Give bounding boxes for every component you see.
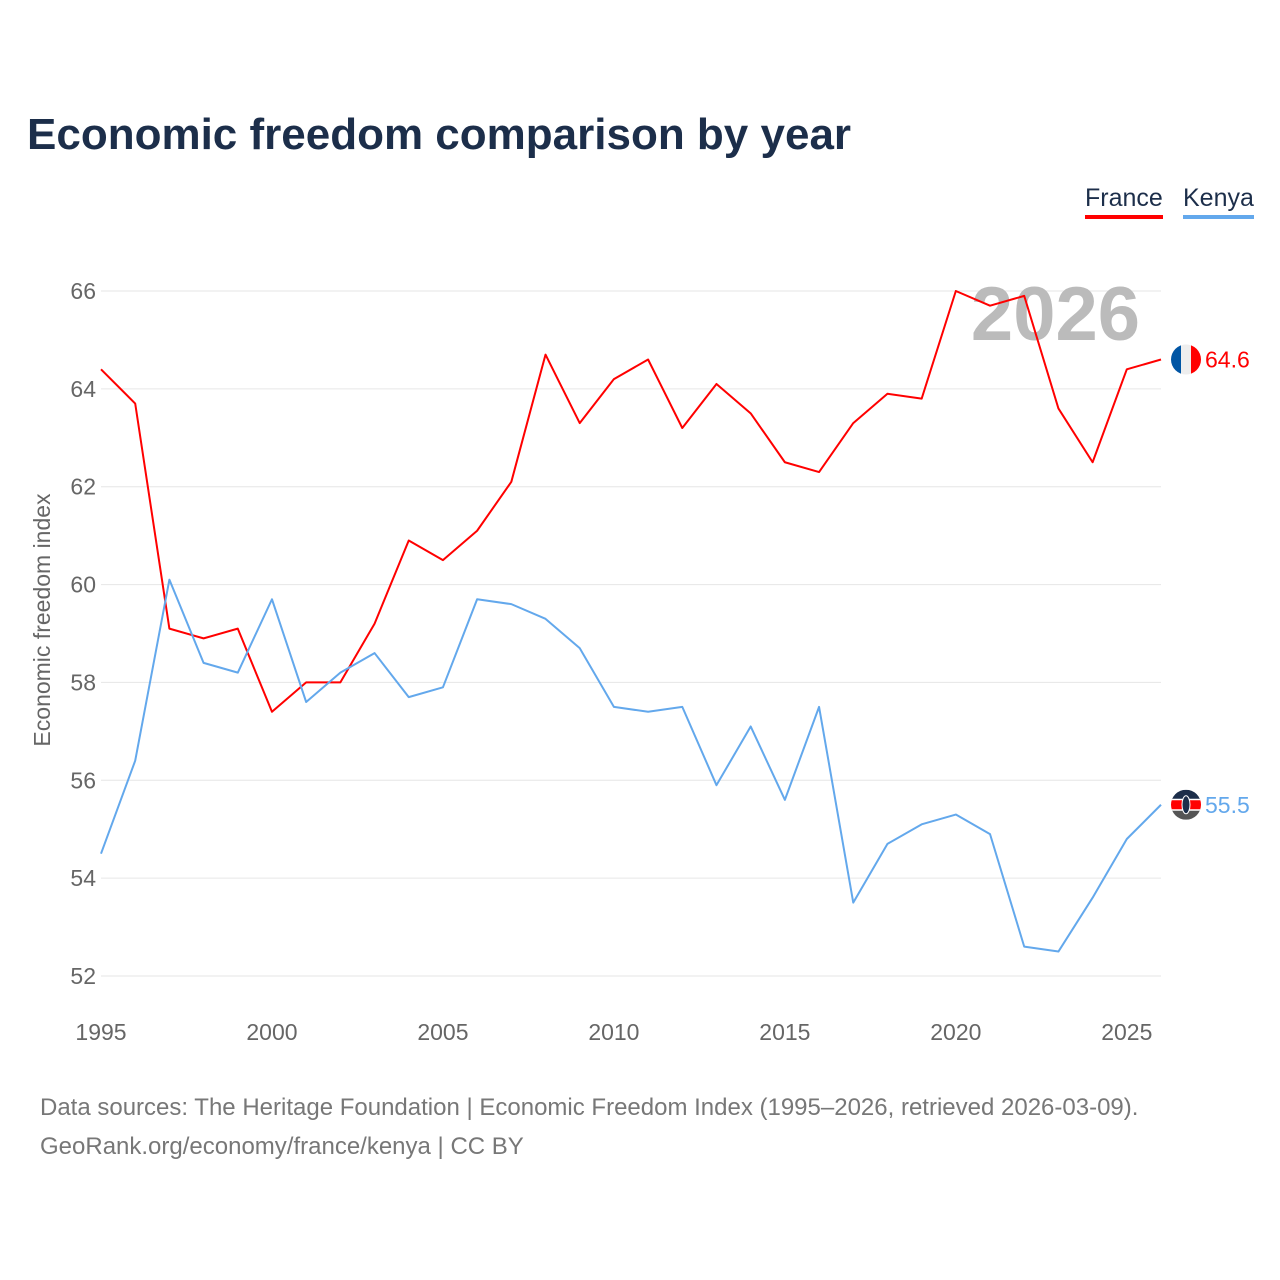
x-tick-label: 2025 xyxy=(1101,1019,1152,1045)
y-tick-label: 66 xyxy=(70,278,96,304)
legend-item-france[interactable]: France xyxy=(1085,184,1163,219)
x-tick-label: 2010 xyxy=(588,1019,639,1045)
series-line-kenya xyxy=(100,578,1162,953)
y-tick-label: 60 xyxy=(70,572,96,598)
source-line-1: Data sources: The Heritage Foundation | … xyxy=(40,1094,1139,1121)
x-tick-label: 2005 xyxy=(417,1019,468,1045)
y-tick-label: 54 xyxy=(70,865,96,891)
x-tick-label: 2000 xyxy=(246,1019,297,1045)
x-tick-label: 1995 xyxy=(75,1019,126,1045)
end-value-label-france: 64.6 xyxy=(1205,347,1250,373)
y-axis-label: Economic freedom index xyxy=(29,493,55,747)
x-tick-label: 2020 xyxy=(930,1019,981,1045)
end-value-label-kenya: 55.5 xyxy=(1205,792,1250,818)
kenya-flag-icon xyxy=(1171,789,1201,820)
y-tick-label: 52 xyxy=(70,963,96,989)
y-tick-label: 58 xyxy=(70,669,96,695)
data-source-note: Data sources: The Heritage Foundation | … xyxy=(40,1088,1138,1166)
legend-item-kenya[interactable]: Kenya xyxy=(1183,184,1254,219)
series-line-france xyxy=(100,290,1162,713)
y-tick-label: 62 xyxy=(70,474,96,500)
france-flag-icon xyxy=(1171,344,1201,375)
year-watermark: 2026 xyxy=(971,272,1140,357)
y-tick-label: 56 xyxy=(70,767,96,793)
y-tick-label: 64 xyxy=(70,376,96,402)
chart-title: Economic freedom comparison by year xyxy=(27,110,852,159)
x-tick-label: 2015 xyxy=(759,1019,810,1045)
source-line-2[interactable]: GeoRank.org/economy/france/kenya | CC BY xyxy=(40,1133,524,1160)
